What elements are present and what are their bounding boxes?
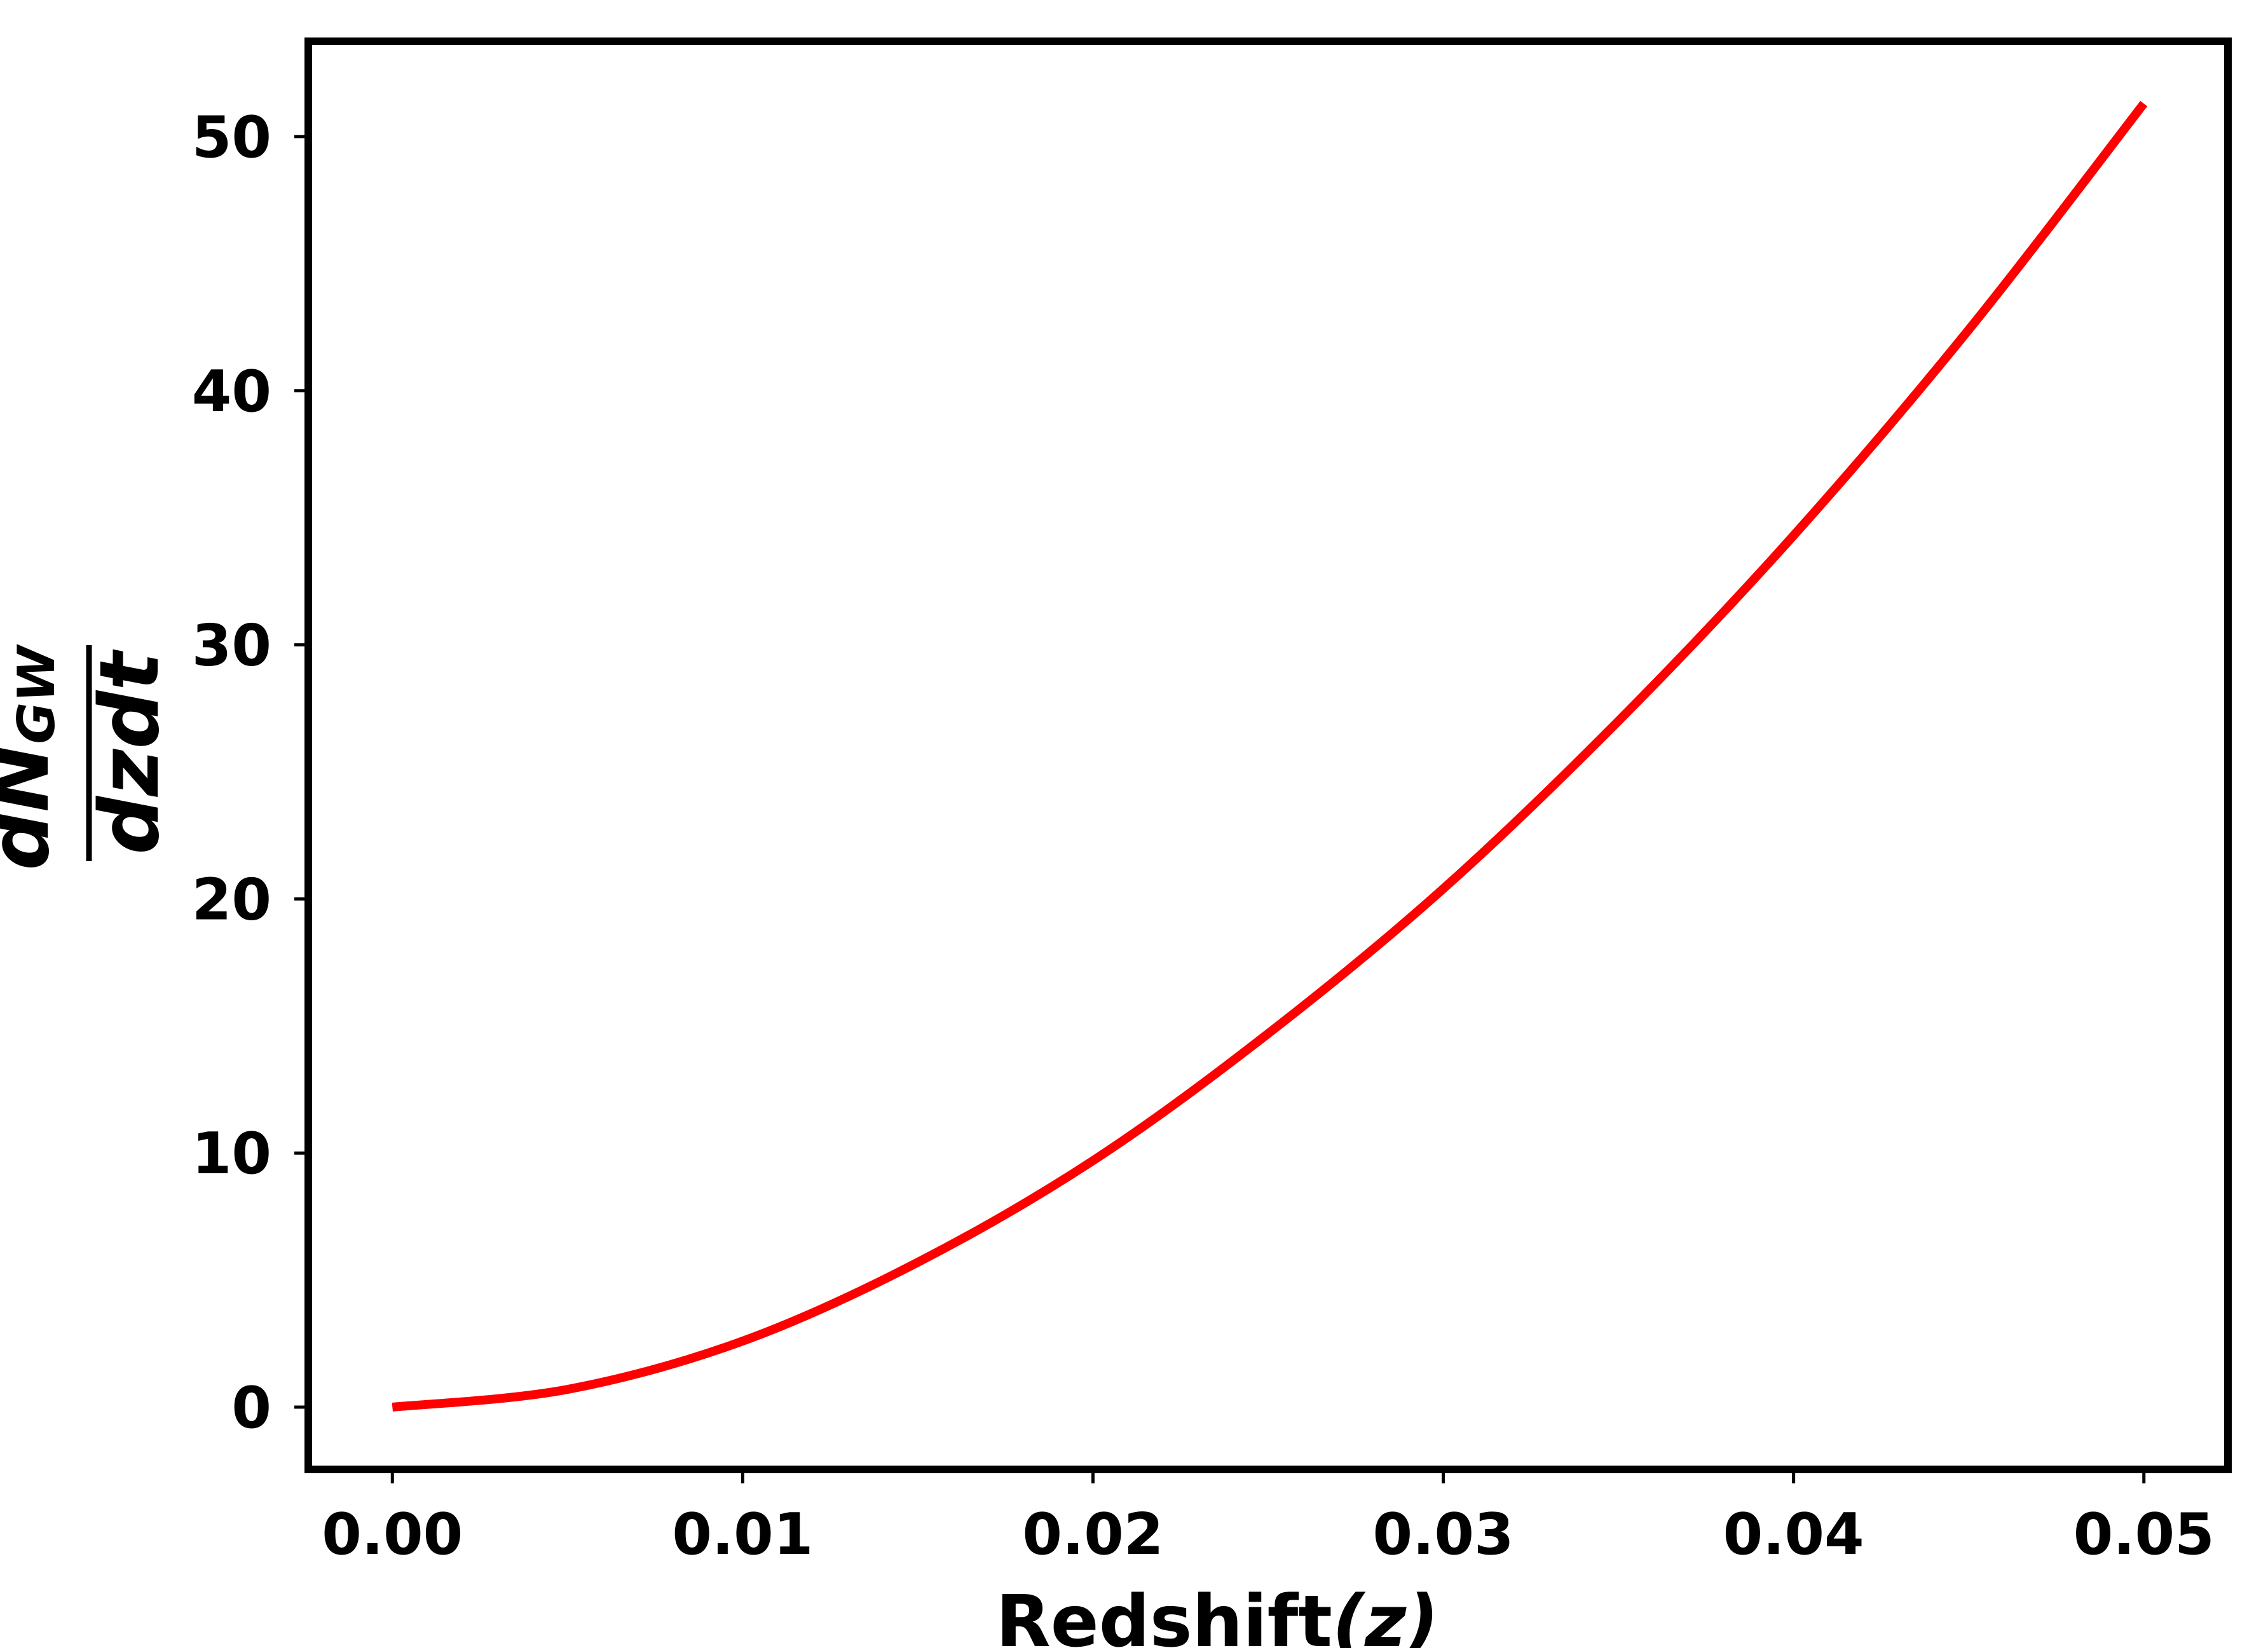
y-tick-label: 50	[192, 104, 271, 171]
y-tick-label: 20	[192, 866, 271, 933]
x-tick-label: 0.02	[1022, 1501, 1163, 1568]
y-axis-title: dNGW dzdt	[0, 644, 177, 870]
x-tick-label: 0.01	[672, 1501, 813, 1568]
y-axis-ticks: 0 10 20 30 40 50	[192, 104, 308, 1441]
y-tick-label: 30	[192, 613, 271, 679]
x-axis-title-text: Redshift	[996, 1581, 1332, 1648]
y-axis-numerator: dNGW	[0, 644, 67, 870]
x-tick-label: 0.03	[1373, 1501, 1514, 1568]
plot-frame	[304, 37, 2232, 1473]
y-axis-numerator-text: dN	[0, 744, 67, 871]
x-axis-title-symbol: (z)	[1332, 1581, 1439, 1648]
x-axis-ticks: 0.00 0.01 0.02 0.03 0.04 0.05	[322, 1469, 2215, 1568]
y-tick-label: 40	[192, 358, 271, 425]
series-line	[392, 100, 2148, 1412]
y-tick-label: 0	[231, 1375, 271, 1441]
y-axis-numerator-subscript: GW	[7, 644, 66, 744]
x-axis-title: Redshift(z)	[996, 1581, 1439, 1648]
x-tick-label: 0.04	[1723, 1501, 1864, 1568]
y-axis-denominator: dzdt	[83, 649, 177, 855]
y-tick-label: 10	[192, 1120, 271, 1187]
x-tick-label: 0.05	[2073, 1501, 2215, 1568]
x-tick-label: 0.00	[322, 1501, 463, 1568]
